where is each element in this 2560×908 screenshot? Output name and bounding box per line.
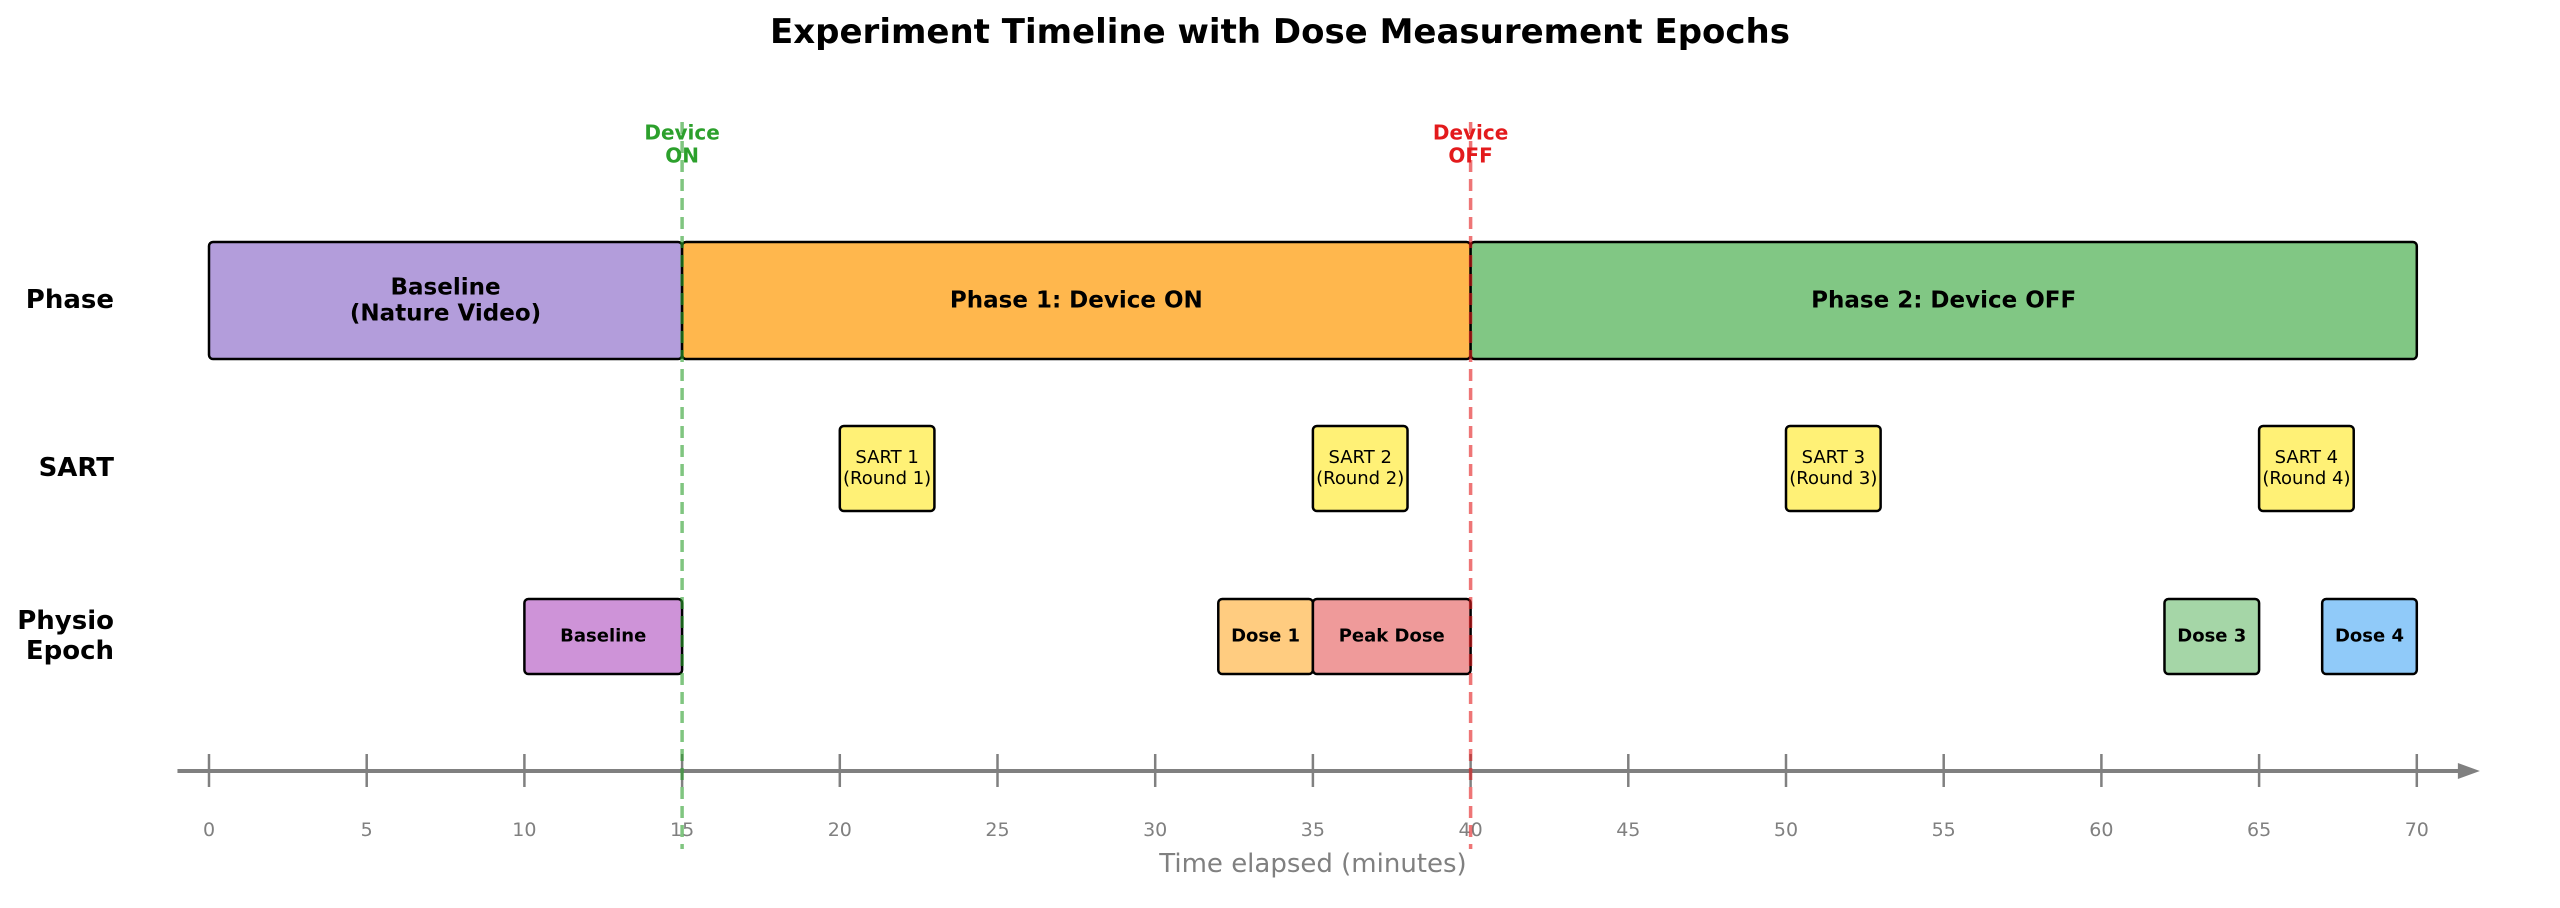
x-tick-label: 25	[985, 819, 1009, 841]
row-label: Phase	[26, 285, 114, 315]
task-label: Dose 1	[1231, 626, 1300, 647]
chart-title: Experiment Timeline with Dose Measuremen…	[770, 12, 1790, 52]
x-tick-label: 70	[2405, 819, 2429, 841]
x-tick-label: 45	[1616, 819, 1640, 841]
x-axis-arrow	[2457, 763, 2480, 779]
task-bar	[2163, 597, 2261, 676]
task-bar	[2320, 597, 2419, 676]
task-label: Baseline	[560, 626, 646, 647]
row-label: SART	[39, 453, 115, 483]
event-label: Device ON	[644, 120, 719, 167]
x-tick-label: 55	[1932, 819, 1956, 841]
task-label: SART 4 (Round 4)	[2262, 447, 2350, 489]
x-tick-label: 50	[1774, 819, 1798, 841]
task-bar	[2257, 424, 2355, 513]
task-label: SART 2 (Round 2)	[1316, 447, 1404, 489]
task-label: Phase 2: Device OFF	[1811, 287, 2076, 313]
x-axis-label: Time elapsed (minutes)	[1158, 849, 1466, 879]
x-tick-label: 35	[1301, 819, 1325, 841]
task-bar	[1784, 424, 1882, 513]
x-tick-label: 5	[361, 819, 373, 841]
x-tick-label: 65	[2247, 819, 2271, 841]
task-label: SART 1 (Round 1)	[843, 447, 931, 489]
task-label: Baseline (Nature Video)	[350, 274, 541, 326]
task-label: Dose 3	[2177, 626, 2246, 647]
x-tick-label: 10	[512, 819, 536, 841]
x-tick-label: 30	[1143, 819, 1167, 841]
task-label: Phase 1: Device ON	[950, 287, 1203, 313]
x-tick-label: 60	[2089, 819, 2113, 841]
event-label: Device OFF	[1433, 120, 1508, 167]
task-label: SART 3 (Round 3)	[1789, 447, 1877, 489]
x-tick-label: 0	[203, 819, 215, 841]
row-label: Physio Epoch	[17, 606, 114, 666]
task-bar	[1311, 424, 1409, 513]
task-label: Peak Dose	[1339, 626, 1445, 647]
x-tick-label: 20	[828, 819, 852, 841]
task-bar	[838, 424, 936, 513]
task-label: Dose 4	[2335, 626, 2404, 647]
